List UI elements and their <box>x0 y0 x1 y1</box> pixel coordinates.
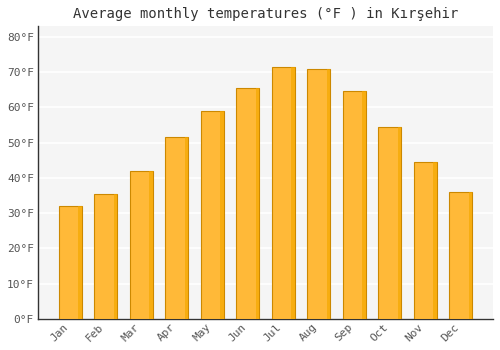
Bar <box>114 194 117 319</box>
Bar <box>78 206 82 319</box>
Bar <box>292 67 295 319</box>
Bar <box>201 111 224 319</box>
Bar <box>185 137 188 319</box>
Bar <box>362 91 366 319</box>
Bar <box>150 171 153 319</box>
Bar <box>236 88 260 319</box>
Bar <box>308 69 330 319</box>
Bar <box>434 162 437 319</box>
Bar <box>469 192 472 319</box>
Bar <box>256 88 260 319</box>
Bar <box>94 194 118 319</box>
Bar <box>166 137 188 319</box>
Bar <box>343 91 366 319</box>
Bar <box>450 192 472 319</box>
Bar <box>220 111 224 319</box>
Bar <box>398 127 402 319</box>
Title: Average monthly temperatures (°F ) in Kırşehir: Average monthly temperatures (°F ) in Kı… <box>73 7 458 21</box>
Bar <box>378 127 402 319</box>
Bar <box>327 69 330 319</box>
Bar <box>272 67 295 319</box>
Bar <box>414 162 437 319</box>
Bar <box>130 171 153 319</box>
Bar <box>59 206 82 319</box>
